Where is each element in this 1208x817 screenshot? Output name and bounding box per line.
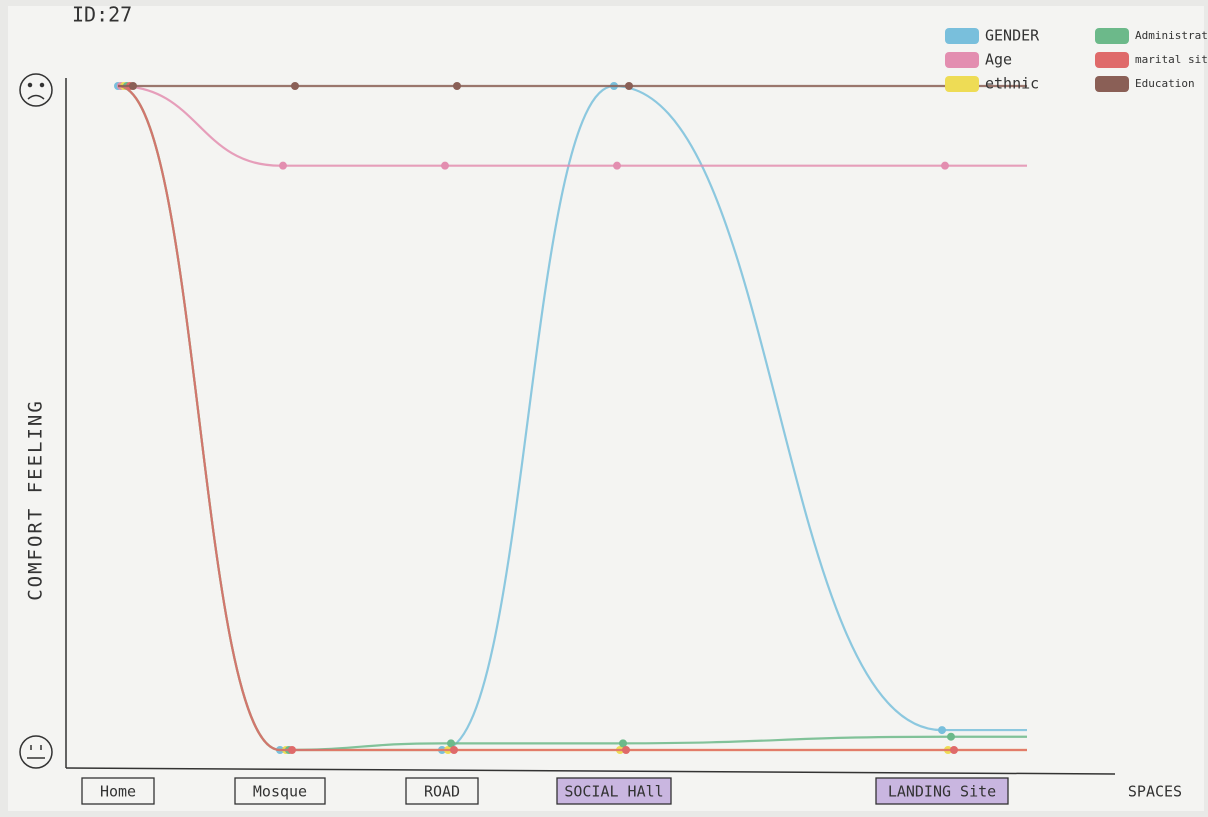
data-point	[441, 162, 449, 170]
data-point	[291, 82, 299, 90]
legend-label: marital situ	[1135, 53, 1208, 66]
data-point	[453, 82, 461, 90]
data-point	[947, 733, 955, 741]
data-point	[129, 82, 137, 90]
data-point	[625, 82, 633, 90]
legend-swatch	[945, 76, 979, 92]
legend-label: ethnic	[985, 75, 1039, 93]
legend-label: Education	[1135, 77, 1195, 90]
page: {"chart_data": { "type": "line", "title"…	[0, 0, 1208, 817]
data-point	[288, 746, 296, 754]
paper	[8, 6, 1204, 811]
chart-title: ID:27	[72, 3, 132, 27]
legend-label: Administrative STATUS	[1135, 29, 1208, 42]
y-axis-label: COMFORT FEELING	[25, 399, 47, 601]
data-point	[613, 162, 621, 170]
data-point	[279, 162, 287, 170]
legend-swatch	[1095, 52, 1129, 68]
legend-swatch	[945, 52, 979, 68]
data-point	[950, 746, 958, 754]
data-point	[938, 726, 946, 734]
data-point	[450, 746, 458, 754]
legend-swatch	[945, 28, 979, 44]
legend-swatch	[1095, 28, 1129, 44]
legend-label: GENDER	[985, 27, 1040, 45]
x-tick-label: ROAD	[424, 783, 460, 801]
x-tick-label: SOCIAL HAll	[564, 783, 663, 801]
x-tick-label: LANDING Site	[888, 783, 996, 801]
data-point	[622, 746, 630, 754]
x-tick-label: Home	[100, 783, 136, 801]
data-point	[941, 162, 949, 170]
x-axis-label: SPACES	[1128, 783, 1182, 801]
legend-label: Age	[985, 51, 1012, 69]
chart: ID:27 COMFORT FEELING SPACES Home Mosque R…	[0, 0, 1208, 817]
legend-swatch	[1095, 76, 1129, 92]
x-tick-label: Mosque	[253, 783, 307, 801]
